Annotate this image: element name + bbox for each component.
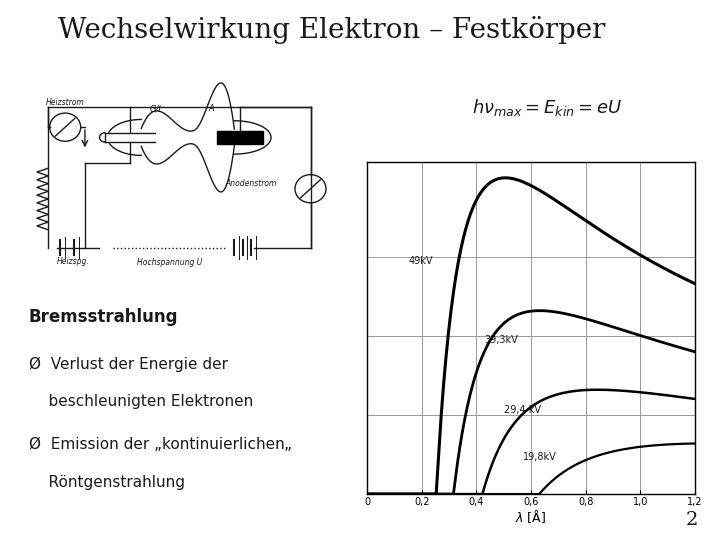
Text: Heizspg.: Heizspg. xyxy=(58,256,90,266)
Text: 29,4 kV: 29,4 kV xyxy=(504,405,541,415)
X-axis label: $\lambda$ [Å]: $\lambda$ [Å] xyxy=(516,508,546,525)
Text: Ø  Emission der „kontinuierlichen„: Ø Emission der „kontinuierlichen„ xyxy=(29,437,292,453)
Text: $h\nu_{max} = E_{kin} = eU$: $h\nu_{max} = E_{kin} = eU$ xyxy=(472,97,622,118)
Text: G/I: G/I xyxy=(150,104,161,113)
Text: 39,3kV: 39,3kV xyxy=(485,335,518,346)
Text: Röntgenstrahlung: Röntgenstrahlung xyxy=(29,475,185,490)
Text: Ø  Verlust der Energie der: Ø Verlust der Energie der xyxy=(29,356,228,372)
Text: 49kV: 49kV xyxy=(408,256,433,266)
Text: Hochspannung U: Hochspannung U xyxy=(137,258,202,267)
Text: 2: 2 xyxy=(686,511,698,529)
Text: 19,8kV: 19,8kV xyxy=(523,453,557,462)
Text: Wechselwirkung Elektron – Festkörper: Wechselwirkung Elektron – Festkörper xyxy=(58,16,605,44)
Text: beschleunigten Elektronen: beschleunigten Elektronen xyxy=(29,394,253,409)
Text: Anodenstrom: Anodenstrom xyxy=(225,179,276,188)
Text: A: A xyxy=(209,104,215,113)
Text: Heizstrom: Heizstrom xyxy=(46,98,84,106)
Text: Bremsstrahlung: Bremsstrahlung xyxy=(29,308,179,326)
